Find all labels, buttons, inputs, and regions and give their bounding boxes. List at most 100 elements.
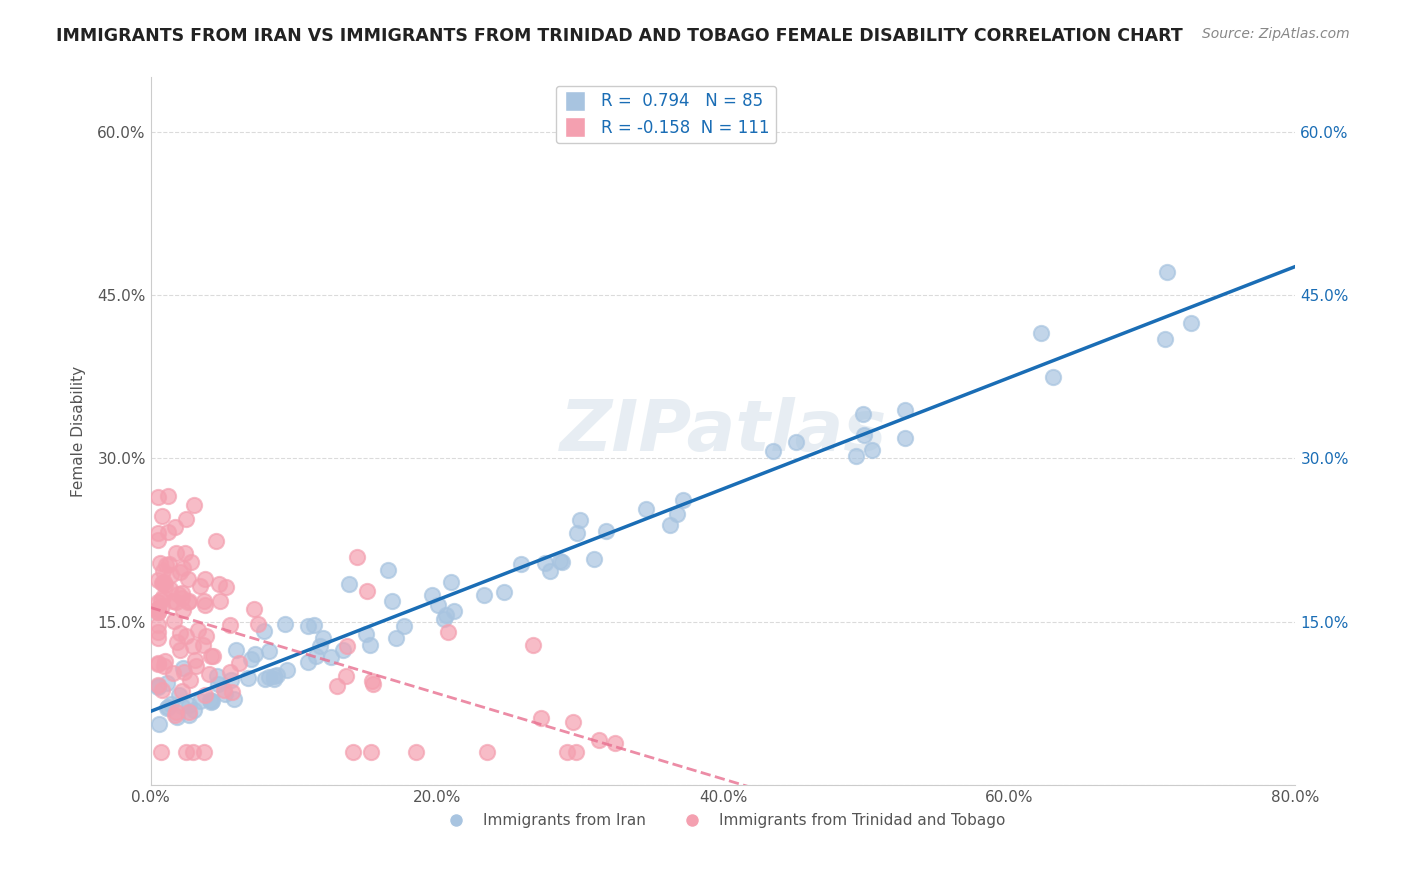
Point <box>845 449 868 463</box>
Point <box>852 428 875 442</box>
Point <box>156 676 179 690</box>
Point <box>276 663 298 677</box>
Point <box>337 577 360 591</box>
Point <box>198 666 221 681</box>
Point <box>522 638 544 652</box>
Point <box>146 605 169 619</box>
Point <box>530 711 553 725</box>
Point <box>159 582 181 596</box>
Point <box>150 575 173 590</box>
Point <box>219 665 242 679</box>
Point <box>173 665 195 679</box>
Point <box>180 555 202 569</box>
Point <box>190 578 212 592</box>
Point <box>588 733 610 747</box>
Point <box>149 557 172 571</box>
Point <box>509 557 531 571</box>
Point <box>221 685 243 699</box>
Point <box>209 594 232 608</box>
Point <box>433 612 456 626</box>
Point <box>166 587 188 601</box>
Point <box>146 606 169 620</box>
Point <box>165 708 187 723</box>
Point <box>162 666 184 681</box>
Point <box>184 658 207 673</box>
Point <box>672 493 695 508</box>
Point <box>582 551 605 566</box>
Point <box>215 580 238 594</box>
Point <box>166 710 188 724</box>
Point <box>146 601 169 615</box>
Point <box>228 656 250 670</box>
Point <box>179 594 201 608</box>
Point <box>146 657 169 671</box>
Point <box>225 643 247 657</box>
Point <box>150 593 173 607</box>
Point <box>239 652 262 666</box>
Point <box>148 490 170 504</box>
Point <box>177 572 200 586</box>
Point <box>169 626 191 640</box>
Point <box>434 608 457 623</box>
Point <box>360 673 382 688</box>
Point <box>157 558 180 572</box>
Point <box>152 564 174 578</box>
Point <box>253 624 276 638</box>
Point <box>214 688 236 702</box>
Point <box>146 573 169 587</box>
Point <box>346 549 368 564</box>
Point <box>212 683 235 698</box>
Point <box>555 746 578 760</box>
Point <box>159 567 181 582</box>
Point <box>860 443 883 458</box>
Point <box>194 629 217 643</box>
Point <box>1180 316 1202 330</box>
Point <box>245 647 267 661</box>
Point <box>477 746 499 760</box>
Point <box>385 631 408 645</box>
Point <box>1156 265 1178 279</box>
Point <box>420 588 443 602</box>
Point <box>377 563 399 577</box>
Point <box>266 667 288 681</box>
Point <box>548 554 571 568</box>
Point <box>567 525 589 540</box>
Point <box>359 638 381 652</box>
Point <box>354 627 377 641</box>
Point <box>436 624 458 639</box>
Point <box>257 670 280 684</box>
Point <box>190 694 212 708</box>
Point <box>202 649 225 664</box>
Point <box>568 513 591 527</box>
Point <box>160 697 183 711</box>
Point <box>172 661 194 675</box>
Point <box>785 435 807 450</box>
Point <box>179 673 201 687</box>
Point <box>146 601 169 615</box>
Point <box>332 642 354 657</box>
Point <box>208 576 231 591</box>
Point <box>405 746 427 760</box>
Legend: Immigrants from Iran, Immigrants from Trinidad and Tobago: Immigrants from Iran, Immigrants from Tr… <box>434 807 1012 834</box>
Point <box>166 634 188 648</box>
Point <box>193 638 215 652</box>
Point <box>177 698 200 712</box>
Point <box>1031 326 1053 340</box>
Point <box>894 431 917 445</box>
Point <box>305 649 328 664</box>
Point <box>219 617 242 632</box>
Point <box>550 555 572 569</box>
Point <box>603 736 626 750</box>
Point <box>381 594 404 608</box>
Point <box>156 489 179 503</box>
Point <box>176 746 198 760</box>
Point <box>312 632 335 646</box>
Point <box>222 691 245 706</box>
Point <box>174 511 197 525</box>
Point <box>257 644 280 658</box>
Point <box>1153 332 1175 346</box>
Point <box>152 590 174 604</box>
Point <box>562 714 585 729</box>
Point <box>894 403 917 417</box>
Point <box>194 572 217 586</box>
